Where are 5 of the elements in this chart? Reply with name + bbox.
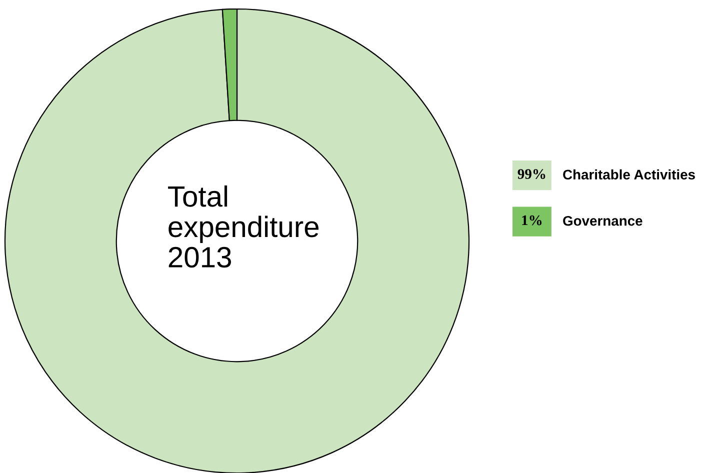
legend-label: Charitable Activities <box>563 169 695 180</box>
data-label: 1% <box>522 215 542 226</box>
text: Total expenditure 2013 <box>168 185 319 268</box>
legend-label: Governance <box>563 216 642 226</box>
data-label: 99% <box>518 169 546 179</box>
